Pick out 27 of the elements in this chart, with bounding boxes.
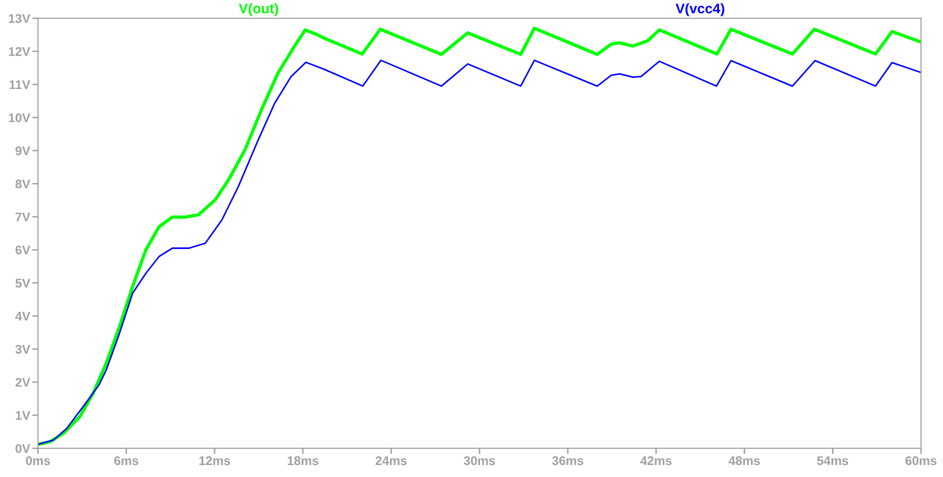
x-tick-label: 48ms <box>728 456 760 466</box>
y-tick-label: 13V <box>8 14 30 23</box>
x-tick-label: 60ms <box>905 456 936 466</box>
y-tick-label: 12V <box>8 47 30 56</box>
x-tick-label: 36ms <box>552 456 584 466</box>
y-tick-label: 8V <box>15 179 30 188</box>
x-tick-label: 0ms <box>26 456 50 466</box>
x-tick-label: 18ms <box>288 456 318 466</box>
x-tick-label: 6ms <box>114 456 138 466</box>
y-tick-label: 10V <box>8 113 30 122</box>
y-tick-label: 2V <box>16 378 30 387</box>
y-tick-label: 1V <box>16 411 30 420</box>
x-tick-label: 42ms <box>640 456 672 466</box>
x-tick-label: 54ms <box>817 456 848 466</box>
y-tick-label: 3V <box>15 344 30 354</box>
y-tick-label: 5V <box>15 278 30 288</box>
text: V(out) <box>238 3 278 16</box>
x-tick-label: 24ms <box>376 456 407 466</box>
y-tick-label: 9V <box>16 146 30 156</box>
x-tick-label: 12ms <box>199 456 230 466</box>
y-tick-label: 4V <box>15 312 30 321</box>
text: V(vcc4) <box>676 3 724 16</box>
y-tick-label: 11V <box>10 80 30 89</box>
x-tick-label: 30ms <box>464 456 495 466</box>
y-tick-label: 6V <box>16 246 30 254</box>
y-tick-label: 0V <box>16 444 30 453</box>
y-tick-label: 7V <box>16 212 30 222</box>
